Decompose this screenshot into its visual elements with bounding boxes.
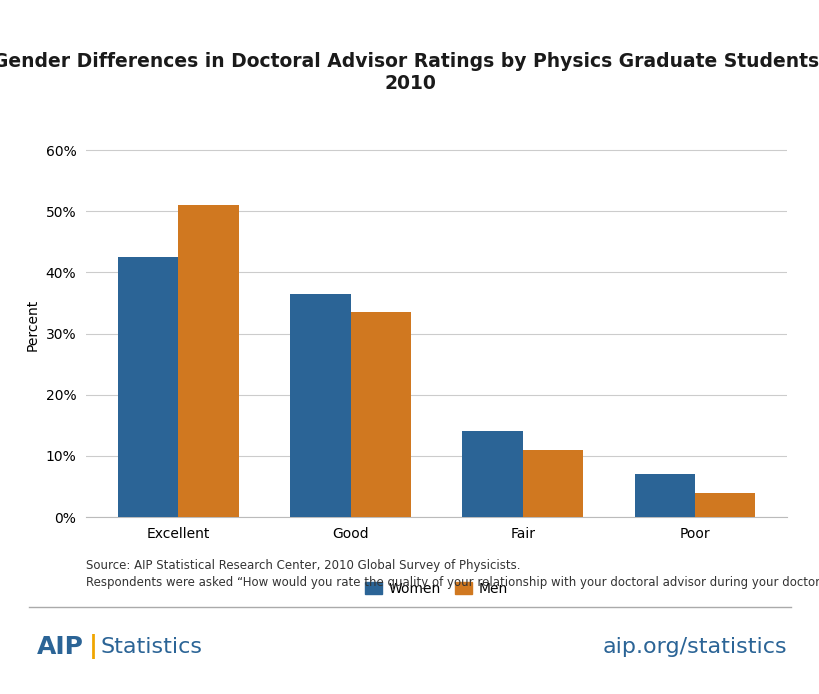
Bar xyxy=(178,205,238,517)
Y-axis label: Percent: Percent xyxy=(26,298,40,350)
Legend: Women, Men: Women, Men xyxy=(360,576,513,601)
Bar xyxy=(695,493,754,517)
Bar xyxy=(523,450,582,517)
Bar xyxy=(462,432,523,517)
Text: |: | xyxy=(88,634,97,659)
Text: Respondents were asked “How would you rate the quality of your relationship with: Respondents were asked “How would you ra… xyxy=(86,576,819,589)
Text: aip.org/statistics: aip.org/statistics xyxy=(602,637,786,657)
Bar xyxy=(290,294,350,517)
Text: AIP: AIP xyxy=(37,635,84,659)
Text: Source: AIP Statistical Research Center, 2010 Global Survey of Physicists.: Source: AIP Statistical Research Center,… xyxy=(86,559,520,572)
Bar xyxy=(350,312,410,517)
Text: Gender Differences in Doctoral Advisor Ratings by Physics Graduate Students,
201: Gender Differences in Doctoral Advisor R… xyxy=(0,52,819,94)
Bar xyxy=(634,474,695,517)
Text: Statistics: Statistics xyxy=(100,637,201,657)
Bar xyxy=(118,257,178,517)
